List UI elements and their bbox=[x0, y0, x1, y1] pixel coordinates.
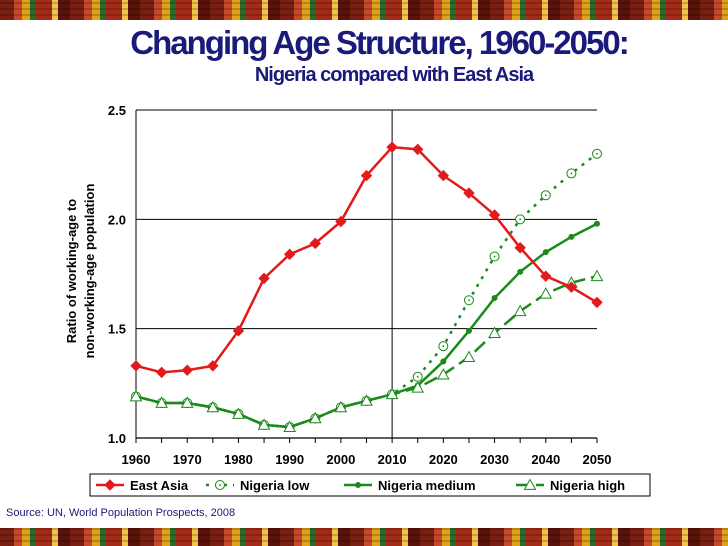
y-tick-label: 1.0 bbox=[108, 431, 126, 446]
data-point-east-asia bbox=[488, 209, 501, 221]
series-nigeria-low bbox=[131, 148, 602, 433]
data-point-nigeria-medium bbox=[568, 233, 575, 240]
x-tick-label: 2040 bbox=[531, 452, 560, 467]
series-line-nigeria-low bbox=[135, 152, 598, 429]
data-point-east-asia bbox=[514, 242, 526, 254]
bottom-decorative-band bbox=[0, 528, 728, 546]
x-tick-label: 1970 bbox=[173, 452, 202, 467]
data-point-nigeria-low-center bbox=[493, 255, 496, 258]
data-point-nigeria-high bbox=[283, 420, 297, 432]
top-decorative-band bbox=[0, 0, 728, 20]
x-tick-label: 1960 bbox=[122, 452, 151, 467]
data-point-east-asia bbox=[437, 169, 450, 182]
data-point-nigeria-high bbox=[232, 407, 245, 419]
data-point-nigeria-low-center bbox=[519, 218, 522, 221]
x-tick-label: 2030 bbox=[480, 452, 509, 467]
data-point-east-asia bbox=[181, 364, 193, 376]
line-chart: 1.0 1.5 2.0 2.5 1960 1970 1980 1990 2000 2010 2020… bbox=[64, 103, 651, 497]
legend-label-nigeria-low: Nigeria low bbox=[240, 478, 310, 493]
data-point-nigeria-low-center bbox=[544, 194, 547, 197]
data-point-east-asia bbox=[232, 325, 245, 337]
data-point-east-asia bbox=[540, 270, 552, 282]
data-point-east-asia bbox=[309, 237, 321, 250]
data-point-east-asia bbox=[155, 366, 168, 379]
x-tick-label: 1980 bbox=[224, 452, 253, 467]
legend-marker-nigeria-medium bbox=[355, 482, 361, 488]
data-point-nigeria-high bbox=[513, 304, 527, 317]
data-point-nigeria-medium bbox=[440, 358, 447, 365]
data-point-nigeria-high bbox=[436, 368, 450, 380]
data-point-east-asia bbox=[412, 143, 424, 156]
data-point-east-asia bbox=[130, 360, 142, 372]
data-point-nigeria-high bbox=[360, 394, 373, 406]
data-point-east-asia bbox=[360, 169, 373, 182]
data-point-nigeria-high bbox=[308, 411, 322, 424]
data-point-nigeria-medium bbox=[517, 268, 524, 275]
data-point-nigeria-medium bbox=[542, 249, 549, 256]
data-point-east-asia bbox=[258, 272, 270, 285]
data-point-nigeria-high bbox=[129, 389, 143, 402]
legend-marker-east-asia bbox=[104, 479, 116, 491]
data-point-nigeria-high bbox=[539, 287, 553, 299]
axes bbox=[135, 110, 598, 443]
data-point-nigeria-low-center bbox=[468, 299, 470, 302]
data-point-nigeria-low-center bbox=[596, 152, 598, 155]
series-nigeria-high bbox=[129, 269, 604, 432]
data-point-nigeria-high bbox=[488, 326, 501, 338]
data-point-nigeria-high bbox=[590, 269, 604, 282]
y-tick-label: 2.0 bbox=[108, 212, 126, 227]
data-point-nigeria-low-center bbox=[416, 375, 419, 378]
y-axis-label-line2: non-working-age population bbox=[82, 184, 97, 359]
legend-marker-nigeria-low-center bbox=[219, 484, 221, 486]
chart-title: Changing Age Structure, 1960-2050: bbox=[130, 24, 629, 61]
data-point-nigeria-high bbox=[206, 400, 220, 413]
y-tick-label: 2.5 bbox=[108, 103, 126, 118]
data-point-east-asia bbox=[335, 215, 347, 228]
x-tick-label: 2010 bbox=[378, 452, 407, 467]
data-point-nigeria-high bbox=[334, 400, 348, 413]
legend-label-nigeria-medium: Nigeria medium bbox=[378, 478, 476, 493]
data-point-east-asia bbox=[283, 248, 296, 261]
data-point-east-asia bbox=[463, 187, 475, 199]
data-point-east-asia bbox=[565, 281, 578, 293]
grid-lines bbox=[136, 109, 597, 439]
data-point-nigeria-high bbox=[411, 381, 425, 393]
legend-label-east-asia: East Asia bbox=[130, 478, 189, 493]
x-tick-label: 2050 bbox=[583, 452, 612, 467]
source-note: Source: UN, World Population Prospects, … bbox=[6, 507, 236, 519]
y-axis-label-line1: Ratio of working-age to bbox=[64, 199, 79, 344]
data-point-nigeria-low-center bbox=[442, 345, 445, 348]
data-point-nigeria-high bbox=[462, 350, 476, 362]
legend-label-nigeria-high: Nigeria high bbox=[550, 478, 625, 493]
data-point-east-asia bbox=[591, 296, 603, 309]
data-point-east-asia bbox=[386, 141, 398, 153]
data-point-nigeria-high bbox=[385, 387, 399, 400]
chart-subtitle: Nigeria compared with East Asia bbox=[254, 64, 534, 86]
data-point-nigeria-medium bbox=[465, 327, 472, 334]
tick-labels: 1.0 1.5 2.0 2.5 1960 1970 1980 1990 2000 2010 2020… bbox=[108, 103, 612, 467]
data-point-nigeria-low-center bbox=[570, 172, 573, 175]
legend-marker-nigeria-high bbox=[523, 478, 537, 490]
x-tick-label: 1990 bbox=[275, 452, 304, 467]
data-point-nigeria-high bbox=[155, 396, 168, 408]
data-point-nigeria-medium bbox=[491, 295, 498, 302]
data-point-nigeria-high bbox=[180, 396, 194, 408]
y-tick-label: 1.5 bbox=[108, 322, 126, 337]
series-lines bbox=[129, 141, 604, 433]
x-tick-label: 2000 bbox=[326, 452, 355, 467]
series-east-asia bbox=[130, 141, 603, 379]
y-axis-label: Ratio of working-age to non-working-age … bbox=[64, 184, 97, 359]
data-point-east-asia bbox=[207, 360, 219, 372]
x-tick-label: 2020 bbox=[429, 452, 458, 467]
data-point-nigeria-high bbox=[257, 418, 271, 430]
legend: East Asia Nigeria low Nigeria medium Nigeri… bbox=[89, 473, 651, 497]
data-point-nigeria-medium bbox=[594, 220, 600, 227]
slide-panel bbox=[0, 20, 728, 528]
